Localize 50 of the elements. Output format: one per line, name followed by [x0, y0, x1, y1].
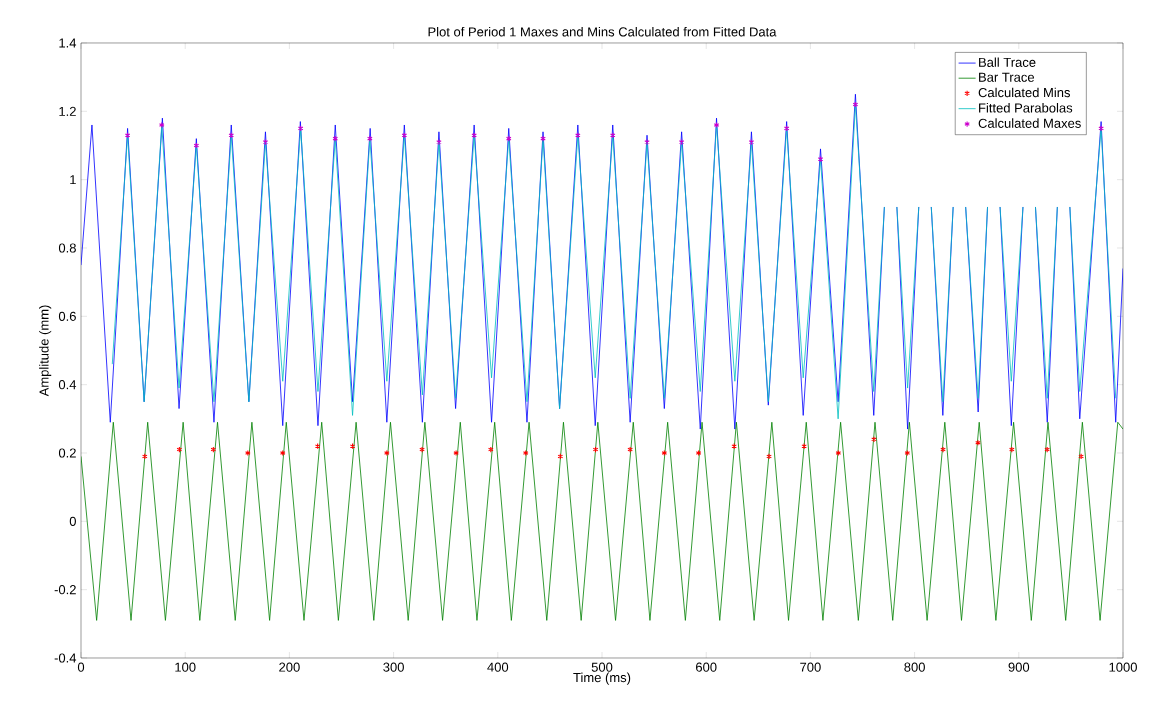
point — [1044, 446, 1050, 453]
point — [627, 446, 633, 453]
point — [540, 135, 546, 142]
y-tick-label: 0.4 — [58, 380, 77, 390]
point — [713, 121, 720, 129]
point — [314, 443, 321, 450]
y-tick-label: 0.2 — [58, 448, 76, 458]
x-tick-label: 900 — [1008, 662, 1030, 672]
point — [436, 138, 442, 146]
y-axis-title: Amplitude (mm) — [39, 305, 52, 397]
y-tick-label: 0.6 — [58, 311, 76, 321]
point — [228, 132, 235, 139]
point — [678, 138, 685, 146]
y-tick-label: 1.4 — [59, 38, 77, 48]
y-tick-label: 1.2 — [59, 106, 76, 116]
x-tick-label: 500 — [591, 662, 613, 672]
point — [367, 135, 373, 142]
legend-label: Calculated Mins — [978, 87, 1070, 98]
x-tick-label: 700 — [800, 662, 821, 672]
legend-label: Ball Trace — [979, 57, 1036, 67]
point — [644, 138, 650, 146]
y-tick-label: 0 — [69, 516, 76, 526]
chart-title: Plot of Period 1 Maxes and Mins Calculated from Fitted Data — [428, 26, 777, 37]
x-tick-label: 100 — [175, 662, 196, 672]
line-series — [81, 421, 1123, 621]
x-tick-label: 0 — [77, 662, 85, 672]
x-tick-label: 200 — [279, 662, 300, 672]
y-tick-label: -0.4 — [54, 653, 77, 663]
x-tick-label: 300 — [383, 662, 404, 672]
point — [262, 138, 269, 146]
legend-label: Fitted Parabolas — [979, 102, 1073, 113]
point — [871, 436, 877, 443]
x-tick-label: 600 — [696, 662, 717, 672]
point — [975, 439, 981, 446]
point — [695, 449, 702, 457]
x-tick-label: 400 — [487, 662, 509, 672]
y-tick-label: 1 — [70, 175, 76, 185]
point — [124, 132, 131, 139]
y-tick-label: 0.8 — [58, 243, 76, 253]
legend-label: Bar Trace — [979, 72, 1035, 82]
point — [1098, 125, 1104, 132]
point — [1078, 453, 1084, 460]
legend-label: Calculated Maxes — [978, 118, 1081, 128]
point — [453, 449, 459, 457]
x-tick-label: 1000 — [1109, 662, 1137, 672]
x-tick-label: 800 — [904, 662, 925, 672]
point — [731, 443, 737, 450]
y-tick-label: -0.2 — [54, 585, 76, 595]
x-axis-title: Time (ms) — [573, 672, 631, 685]
point — [748, 138, 755, 146]
